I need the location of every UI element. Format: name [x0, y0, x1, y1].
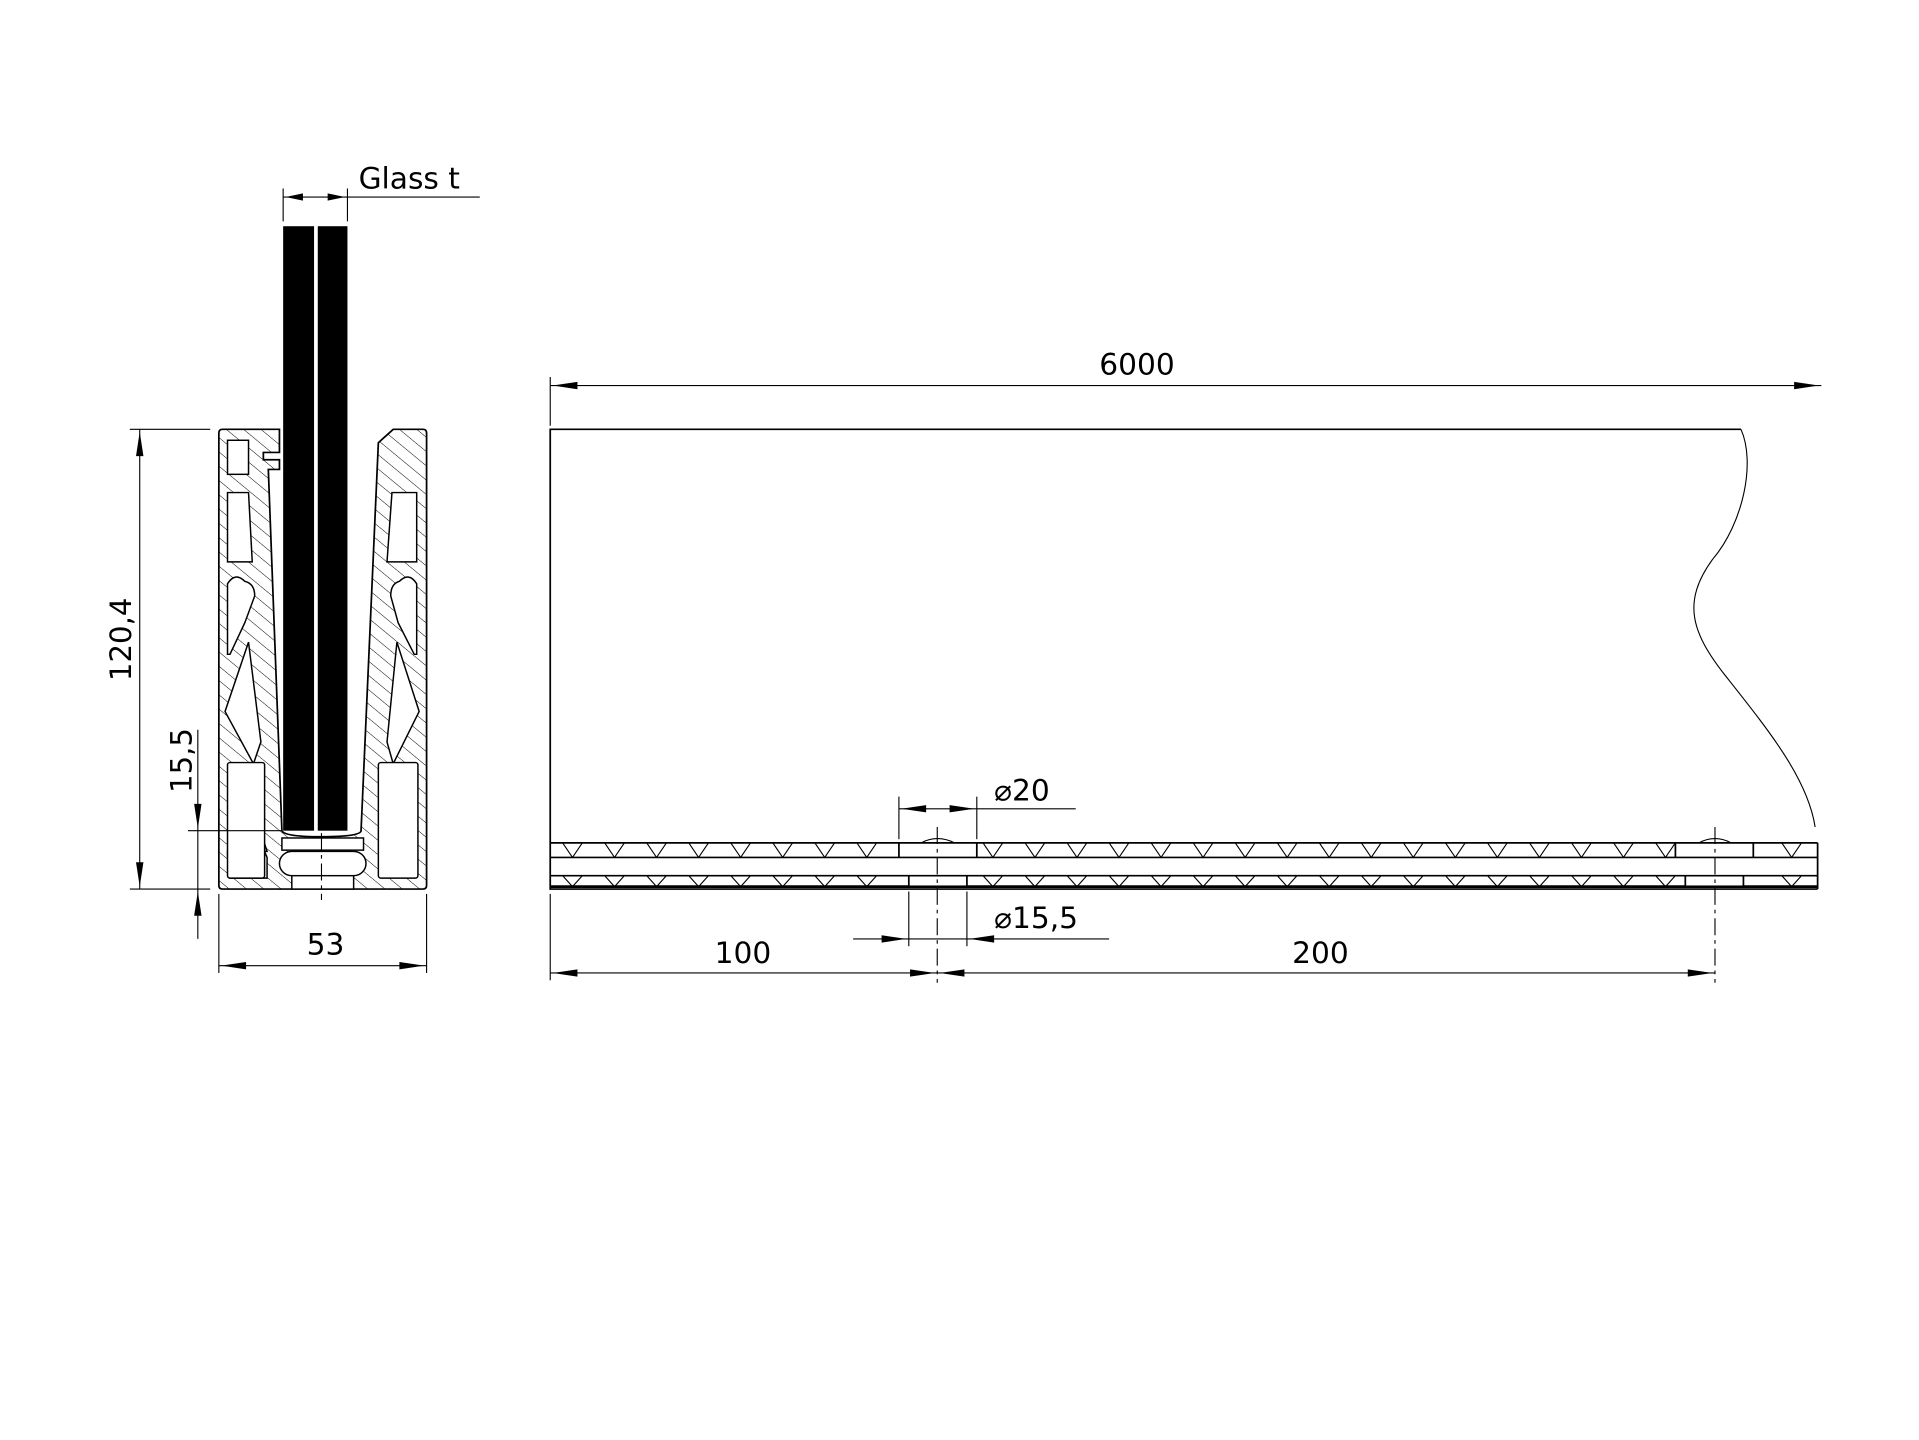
hatch-mark [1066, 842, 1088, 859]
hatch-mark [1150, 875, 1172, 888]
hatch-mark [1445, 875, 1466, 888]
hatch-mark [646, 842, 667, 859]
hatch-mark [1024, 875, 1046, 888]
hatch-mark [1571, 875, 1592, 888]
bottom-hole-dim-text: 15,5 [1012, 901, 1078, 935]
hatch-mark [1487, 842, 1508, 859]
hole-spacing-text: 200 [1292, 936, 1349, 970]
hatch-mark [730, 875, 751, 888]
hatch-mark [1402, 875, 1424, 888]
hatch-mark [1318, 875, 1340, 888]
top-hole-dim-text: 20 [1012, 773, 1050, 807]
hatch-mark [1571, 842, 1592, 859]
svg-text:⌀20: ⌀20 [994, 773, 1050, 807]
hatch-mark [1318, 842, 1340, 859]
height-dim-text: 120,4 [104, 598, 138, 682]
hatch-mark [1108, 875, 1130, 888]
width-dim-text: 53 [307, 928, 345, 962]
bottom-hole-dimension: ⌀15,5 [853, 891, 1110, 947]
diameter-symbol: ⌀ [994, 773, 1012, 807]
hatch-mark [688, 875, 709, 888]
side-view: 6000 ⌀20 ⌀15,5 100 [549, 348, 1822, 983]
first-hole-offset-text: 100 [715, 936, 772, 970]
hatch-mark [1487, 875, 1508, 888]
hatch-mark [1613, 875, 1634, 888]
hatch-mark [814, 875, 836, 888]
length-dimension: 6000 [549, 348, 1822, 426]
break-line [1693, 429, 1816, 828]
hatch-mark [646, 875, 667, 888]
hatch-mark [982, 875, 1004, 888]
hatch-mark [1150, 842, 1172, 859]
hatch-mark [1108, 842, 1130, 859]
hatch-mark [562, 842, 583, 859]
hatch-mark [1529, 875, 1550, 888]
hatch-mark [772, 875, 793, 888]
bottom-offset-text: 15,5 [164, 728, 198, 793]
hatch-mark [1444, 842, 1466, 859]
hatch-mark [856, 842, 878, 859]
hatch-mark [1276, 875, 1298, 888]
hatch-mark [1234, 875, 1256, 888]
hatch-mark [1781, 842, 1802, 859]
hatch-mark [1234, 842, 1256, 859]
hatch-mark [604, 842, 625, 859]
profile-body [217, 428, 428, 890]
hatch-mark [1066, 875, 1088, 888]
glass-thickness-dimension: Glass t [282, 162, 480, 222]
hatch-mark [1024, 842, 1046, 859]
profile-cavities [224, 439, 420, 890]
hatch-mark [1360, 842, 1382, 859]
hatch-mark [1402, 842, 1424, 859]
bottom-offset-dimension: 15,5 [164, 728, 282, 939]
hatch-mark [1781, 875, 1802, 888]
hatch-mark [814, 842, 836, 859]
hatch-mark [1360, 875, 1382, 888]
section-view: Glass t 120,4 15,5 53 [104, 162, 480, 973]
hatch-mark [604, 875, 625, 888]
hatch-mark [562, 875, 583, 888]
glass-pane-right [317, 226, 348, 831]
hatch-mark [982, 842, 1004, 859]
glass-pane-left [283, 226, 315, 831]
base-rails [550, 838, 1819, 890]
hatch-mark [1276, 842, 1298, 859]
hatch-mark [1529, 842, 1550, 859]
hatch-mark [688, 842, 709, 859]
hatch-mark [1655, 842, 1676, 859]
hatch-mark [730, 842, 751, 859]
height-dimension: 120,4 [104, 428, 211, 890]
hatch-mark [1192, 842, 1214, 859]
profile-outline [549, 428, 1818, 890]
hole-spacing-dimensions: 100 200 [549, 893, 1715, 981]
glass-label: Glass t [359, 162, 460, 196]
diameter-symbol: ⌀ [994, 901, 1012, 935]
svg-text:⌀15,5: ⌀15,5 [994, 901, 1078, 935]
length-dim-text: 6000 [1099, 348, 1175, 382]
hatch-mark [856, 875, 878, 888]
hatch-mark [1192, 875, 1214, 888]
top-hole-dimension: ⌀20 [898, 773, 1076, 840]
width-dimension: 53 [218, 893, 428, 973]
hatch-mark [772, 842, 794, 859]
hatch-mark [1613, 842, 1634, 859]
hatch-mark [1655, 875, 1676, 888]
